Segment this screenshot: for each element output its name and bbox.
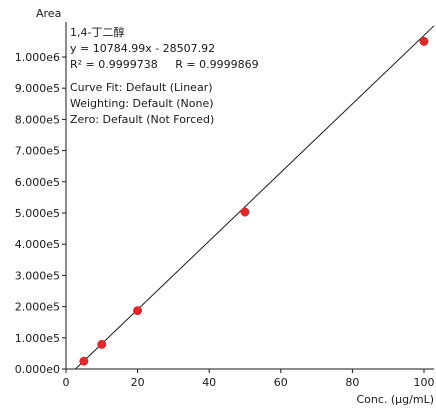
fit-line-group [75, 25, 435, 370]
x-tick-label: 60 [274, 376, 288, 389]
y-tick-label: 0.000e0 [15, 363, 60, 376]
x-axis-title: Conc. (µg/mL) [356, 393, 434, 406]
x-tick-label: 0 [63, 376, 70, 389]
y-tick-label: 7.000e5 [15, 145, 60, 158]
data-point [240, 207, 250, 217]
x-tick-label: 40 [202, 376, 216, 389]
x-tick-label: 80 [345, 376, 359, 389]
x-tick-label: 20 [131, 376, 145, 389]
annotation-r-squared: R² = 0.9999738 R = 0.9999869 [70, 58, 259, 71]
y-tick-label: 1.000e6 [15, 51, 60, 64]
y-tick-label: 3.000e5 [15, 269, 60, 282]
x-ticks: 0 20 40 60 80 100 [63, 369, 435, 389]
data-point [133, 306, 143, 316]
y-tick-label: 2.000e5 [15, 301, 60, 314]
annotation-equation: y = 10784.99x - 28507.92 [70, 42, 215, 55]
data-points [79, 36, 429, 366]
y-ticks: 0.000e0 1.000e5 2.000e5 3.000e5 4.000e5 5.000… [15, 51, 66, 376]
y-tick-label: 1.000e5 [15, 332, 60, 345]
y-tick-label: 9.000e5 [15, 82, 60, 95]
data-point [97, 339, 107, 349]
annotation-zero: Zero: Default (Not Forced) [70, 113, 214, 126]
y-axis-title: Area [36, 7, 61, 20]
axes [65, 22, 434, 370]
y-tick-label: 8.000e5 [15, 113, 60, 126]
annotation-compound-name: 1,4-丁二醇 [70, 25, 124, 39]
y-tick-label: 4.000e5 [15, 238, 60, 251]
y-tick-label: 5.000e5 [15, 207, 60, 220]
annotation-block: 1,4-丁二醇 y = 10784.99x - 28507.92 R² = 0.… [70, 25, 259, 126]
data-point [419, 36, 429, 46]
regression-line [75, 25, 435, 370]
x-tick-label: 100 [414, 376, 435, 389]
y-tick-label: 6.000e5 [15, 176, 60, 189]
annotation-weighting: Weighting: Default (None) [70, 97, 214, 110]
annotation-curve-fit: Curve Fit: Default (Linear) [70, 81, 213, 94]
data-point [79, 356, 89, 366]
